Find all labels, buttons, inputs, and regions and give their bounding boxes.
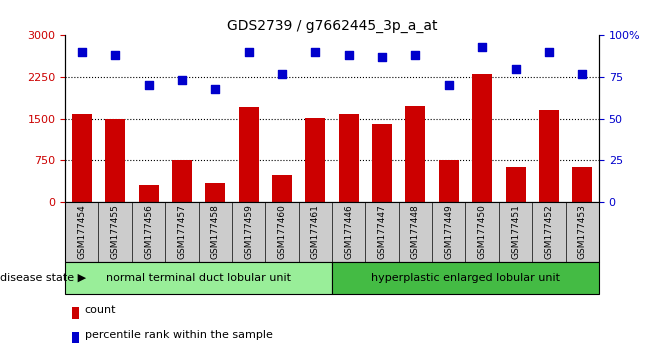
Point [544, 49, 554, 55]
Point [344, 52, 354, 58]
Point [77, 49, 87, 55]
Point [210, 86, 221, 91]
Text: GSM177453: GSM177453 [577, 204, 587, 259]
Text: GSM177458: GSM177458 [211, 204, 220, 259]
Text: GSM177451: GSM177451 [511, 204, 520, 259]
Text: GSM177454: GSM177454 [77, 205, 87, 259]
Text: GSM177461: GSM177461 [311, 204, 320, 259]
Text: GSM177446: GSM177446 [344, 205, 353, 259]
Text: hyperplastic enlarged lobular unit: hyperplastic enlarged lobular unit [371, 273, 560, 283]
Point [176, 78, 187, 83]
Bar [205, 183, 225, 202]
Bar [572, 167, 592, 202]
Text: GSM177448: GSM177448 [411, 205, 420, 259]
Bar [506, 167, 525, 202]
Point [110, 52, 120, 58]
Text: normal terminal duct lobular unit: normal terminal duct lobular unit [106, 273, 291, 283]
Point [377, 54, 387, 60]
Text: GSM177460: GSM177460 [277, 204, 286, 259]
Point [410, 52, 421, 58]
Text: percentile rank within the sample: percentile rank within the sample [85, 330, 273, 339]
Bar [439, 160, 459, 202]
Title: GDS2739 / g7662445_3p_a_at: GDS2739 / g7662445_3p_a_at [227, 19, 437, 33]
Text: GSM177452: GSM177452 [544, 205, 553, 259]
Bar [272, 175, 292, 202]
Text: GSM177457: GSM177457 [177, 204, 186, 259]
Bar [539, 110, 559, 202]
Bar [472, 74, 492, 202]
Point [477, 44, 488, 50]
Point [243, 49, 254, 55]
Bar [139, 184, 159, 202]
Point [510, 66, 521, 72]
Point [577, 71, 587, 76]
Bar [372, 124, 392, 202]
Bar [339, 114, 359, 202]
Text: GSM177447: GSM177447 [378, 205, 387, 259]
Point [143, 82, 154, 88]
Point [310, 49, 320, 55]
Bar [105, 119, 125, 202]
Text: GSM177456: GSM177456 [144, 204, 153, 259]
Text: disease state ▶: disease state ▶ [0, 273, 86, 283]
Text: count: count [85, 305, 116, 315]
Text: GSM177450: GSM177450 [478, 204, 487, 259]
Bar [72, 114, 92, 202]
Text: GSM177459: GSM177459 [244, 204, 253, 259]
Bar [305, 118, 326, 202]
Point [277, 71, 287, 76]
Point [443, 82, 454, 88]
Text: GSM177455: GSM177455 [111, 204, 120, 259]
Bar [172, 160, 192, 202]
Bar [406, 107, 426, 202]
Bar [239, 108, 258, 202]
Text: GSM177449: GSM177449 [444, 205, 453, 259]
